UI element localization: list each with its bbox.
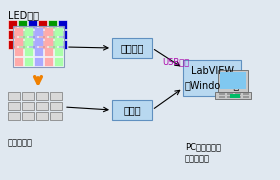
Bar	[18, 40, 27, 49]
Bar	[8, 112, 20, 120]
Bar	[36, 112, 48, 120]
Bar	[50, 112, 62, 120]
Bar	[44, 27, 53, 36]
Bar	[227, 93, 233, 95]
Bar	[48, 30, 57, 39]
Bar	[38, 20, 47, 29]
Bar	[34, 27, 43, 36]
Bar	[14, 57, 23, 66]
Bar	[24, 37, 33, 46]
Bar	[243, 96, 249, 98]
Bar	[54, 47, 63, 56]
Bar	[13, 26, 64, 67]
Bar	[54, 37, 63, 46]
Bar	[36, 102, 48, 110]
Bar	[220, 72, 246, 89]
Bar	[8, 20, 17, 29]
Bar	[18, 30, 27, 39]
Bar	[8, 102, 20, 110]
Bar	[58, 20, 67, 29]
Bar	[38, 40, 47, 49]
Bar	[22, 92, 34, 100]
Bar	[14, 27, 23, 36]
Bar	[227, 96, 233, 98]
Bar	[38, 30, 47, 39]
Bar	[8, 30, 17, 39]
Bar	[54, 57, 63, 66]
Bar	[48, 20, 57, 29]
Bar	[230, 94, 240, 98]
Bar	[28, 20, 37, 29]
Bar	[34, 37, 43, 46]
Bar	[218, 70, 248, 92]
Bar	[24, 57, 33, 66]
Text: PCで調光制御
照度モニタ: PCで調光制御 照度モニタ	[185, 142, 221, 163]
Bar	[235, 96, 241, 98]
Bar	[28, 40, 37, 49]
Bar	[50, 102, 62, 110]
Bar	[8, 92, 20, 100]
Bar	[54, 27, 63, 36]
Bar	[235, 93, 241, 95]
Bar	[22, 102, 34, 110]
Bar	[219, 96, 225, 98]
FancyBboxPatch shape	[112, 100, 152, 120]
Text: LabVIEW
（Windows）: LabVIEW （Windows）	[184, 66, 240, 90]
Bar	[14, 47, 23, 56]
Bar	[44, 37, 53, 46]
FancyBboxPatch shape	[112, 38, 152, 58]
Bar	[48, 40, 57, 49]
Bar	[8, 40, 17, 49]
Bar	[36, 92, 48, 100]
Text: 照度計: 照度計	[123, 105, 141, 115]
Bar	[215, 92, 251, 99]
FancyBboxPatch shape	[183, 60, 241, 96]
Bar	[58, 40, 67, 49]
Bar	[28, 30, 37, 39]
Text: 半導体素子: 半導体素子	[8, 138, 33, 147]
Bar	[18, 20, 27, 29]
Text: LED調光: LED調光	[8, 10, 39, 20]
Bar	[34, 47, 43, 56]
Bar	[58, 30, 67, 39]
Text: USBなど: USBなど	[162, 57, 189, 66]
Bar	[50, 92, 62, 100]
Bar	[44, 47, 53, 56]
Bar	[14, 37, 23, 46]
Bar	[22, 112, 34, 120]
Bar	[24, 47, 33, 56]
Bar	[24, 27, 33, 36]
Bar	[34, 57, 43, 66]
Bar	[243, 93, 249, 95]
Text: ドライバ: ドライバ	[120, 43, 144, 53]
Bar	[219, 93, 225, 95]
Bar	[44, 57, 53, 66]
